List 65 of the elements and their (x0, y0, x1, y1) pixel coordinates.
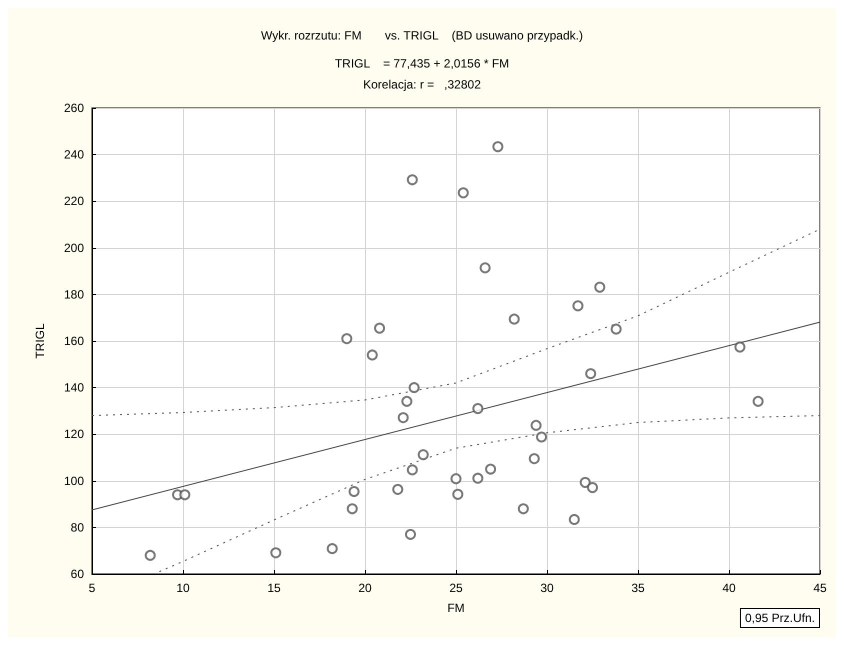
x-axis-title: FM (447, 601, 465, 615)
point (452, 488, 464, 500)
point (374, 322, 386, 334)
y-tick-label: 120 (64, 427, 84, 442)
y-axis-title: TRIGL (33, 323, 47, 359)
line-series (158, 415, 820, 572)
point (568, 514, 580, 525)
point (580, 476, 591, 488)
point (572, 300, 584, 312)
chart-subtitle: TRIGL = 77,435 + 2,0156 * FM Korelacja: r = ,32802 (334, 56, 510, 92)
point (405, 528, 416, 540)
point (585, 368, 596, 380)
point (752, 396, 764, 407)
point (485, 464, 496, 475)
x-tick-label: 40 (722, 581, 736, 595)
point (480, 262, 491, 274)
y-tick-label: 200 (64, 240, 84, 255)
x-tick-label: 5 (88, 581, 96, 595)
point (348, 486, 360, 498)
point (398, 412, 409, 424)
point (406, 464, 418, 476)
y-tick-label: 160 (64, 334, 84, 348)
x-tick-label: 10 (176, 581, 190, 595)
point (366, 349, 378, 360)
x-tick-label: 35 (631, 581, 645, 595)
point (508, 314, 520, 325)
point (610, 324, 622, 335)
y-tick-label: 240 (64, 148, 84, 162)
y-tick-label: 140 (64, 380, 84, 395)
point (341, 333, 352, 344)
point (392, 484, 404, 495)
point (528, 453, 540, 464)
text: 0,95 Prz.Ufn. (744, 611, 815, 625)
point (518, 503, 529, 514)
point (536, 432, 548, 442)
x-tick-label: 30 (540, 581, 554, 595)
x-tick-label: 45 (813, 581, 827, 595)
point (734, 342, 746, 353)
point (179, 489, 190, 500)
x-tick-label: 15 (267, 581, 281, 595)
y-tick-label: 60 (70, 567, 84, 581)
point (326, 543, 338, 554)
point (408, 382, 420, 394)
point (472, 403, 484, 414)
y-tick-label: 180 (64, 287, 84, 302)
point (418, 449, 429, 460)
point (594, 282, 606, 293)
point (346, 503, 358, 514)
point (406, 174, 418, 186)
y-tick-label: 80 (70, 520, 84, 534)
point (458, 187, 469, 198)
point (270, 547, 282, 558)
x-tick-label: 20 (358, 581, 372, 595)
x-tick-label: 25 (449, 581, 463, 595)
point (144, 550, 156, 561)
y-tick-label: 260 (64, 101, 84, 115)
point (530, 420, 542, 431)
point (587, 482, 598, 494)
y-tick-label: 220 (64, 194, 84, 208)
point (450, 473, 462, 484)
point (472, 472, 484, 484)
point (492, 141, 504, 152)
y-tick-label: 100 (64, 474, 84, 488)
chart-title: Wykr. rozrzutu: FM vs. TRIGL (BD usuwano przypadk.) (261, 28, 583, 42)
point (401, 396, 412, 407)
